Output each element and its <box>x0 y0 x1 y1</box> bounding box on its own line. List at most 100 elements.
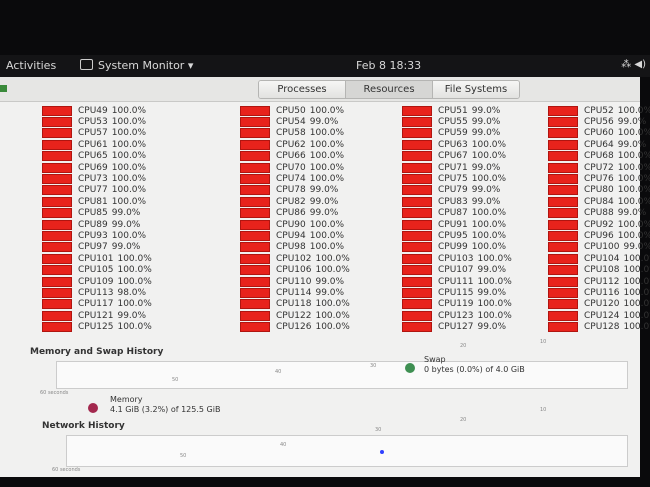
cpu-color-swatch[interactable] <box>402 105 432 116</box>
cpu-color-swatch[interactable] <box>42 276 72 287</box>
cpu-color-swatch[interactable] <box>548 287 578 298</box>
cpu-color-swatch[interactable] <box>548 242 578 253</box>
cpu-color-swatch[interactable] <box>240 128 270 139</box>
cpu-color-swatch[interactable] <box>548 117 578 128</box>
cpu-color-swatch[interactable] <box>240 230 270 241</box>
memory-color-icon[interactable] <box>88 403 98 413</box>
cpu-label: CPU74 <box>276 174 306 185</box>
cpu-color-swatch[interactable] <box>42 185 72 196</box>
cpu-color-swatch[interactable] <box>402 287 432 298</box>
cpu-color-swatch[interactable] <box>548 208 578 219</box>
cpu-color-swatch[interactable] <box>548 230 578 241</box>
cpu-color-swatch[interactable] <box>42 174 72 185</box>
tab-file-systems[interactable]: File Systems <box>433 81 519 98</box>
cpu-color-swatch[interactable] <box>548 322 578 333</box>
cpu-color-swatch[interactable] <box>42 117 72 128</box>
cpu-color-swatch[interactable] <box>402 208 432 219</box>
cpu-color-swatch[interactable] <box>42 242 72 253</box>
cpu-color-swatch[interactable] <box>240 322 270 333</box>
cpu-color-swatch[interactable] <box>402 276 432 287</box>
cpu-color-swatch[interactable] <box>240 299 270 310</box>
cpu-color-swatch[interactable] <box>240 185 270 196</box>
cpu-color-swatch[interactable] <box>240 162 270 173</box>
cpu-color-swatch[interactable] <box>402 219 432 230</box>
cpu-usage-value: 100.0% <box>111 174 147 185</box>
cpu-color-swatch[interactable] <box>42 287 72 298</box>
cpu-color-swatch[interactable] <box>240 139 270 150</box>
cpu-color-swatch[interactable] <box>548 151 578 162</box>
cpu-color-swatch[interactable] <box>548 105 578 116</box>
system-tray-icons[interactable]: ⁂ ◀) <box>621 59 646 70</box>
cpu-usage-value: 100.0% <box>617 151 650 162</box>
cpu-color-swatch[interactable] <box>402 128 432 139</box>
cpu-color-swatch[interactable] <box>42 196 72 207</box>
cpu-color-swatch[interactable] <box>402 310 432 321</box>
cpu-color-swatch[interactable] <box>548 128 578 139</box>
cpu-color-swatch[interactable] <box>42 322 72 333</box>
cpu-color-swatch[interactable] <box>548 265 578 276</box>
cpu-color-swatch[interactable] <box>42 253 72 264</box>
cpu-color-swatch[interactable] <box>240 265 270 276</box>
cpu-color-swatch[interactable] <box>402 299 432 310</box>
cpu-color-swatch[interactable] <box>240 219 270 230</box>
cpu-color-swatch[interactable] <box>240 117 270 128</box>
cpu-color-swatch[interactable] <box>240 196 270 207</box>
cpu-label: CPU108 <box>584 265 620 276</box>
cpu-label: CPU94 <box>276 230 306 241</box>
cpu-color-swatch[interactable] <box>240 151 270 162</box>
cpu-color-swatch[interactable] <box>240 287 270 298</box>
cpu-color-swatch[interactable] <box>42 265 72 276</box>
cpu-color-swatch[interactable] <box>240 242 270 253</box>
cpu-color-swatch[interactable] <box>42 151 72 162</box>
cpu-color-swatch[interactable] <box>42 219 72 230</box>
cpu-color-swatch[interactable] <box>402 196 432 207</box>
cpu-color-swatch[interactable] <box>548 276 578 287</box>
app-menu[interactable]: System Monitor ▾ <box>80 59 193 72</box>
window-menu-icon[interactable] <box>0 85 7 92</box>
cpu-color-swatch[interactable] <box>548 139 578 150</box>
cpu-color-swatch[interactable] <box>402 322 432 333</box>
cpu-usage-value: 100.0% <box>477 299 512 310</box>
cpu-color-swatch[interactable] <box>402 253 432 264</box>
cpu-color-swatch[interactable] <box>240 105 270 116</box>
cpu-color-swatch[interactable] <box>42 310 72 321</box>
cpu-color-swatch[interactable] <box>42 162 72 173</box>
cpu-color-swatch[interactable] <box>402 185 432 196</box>
tab-processes[interactable]: Processes <box>259 81 346 98</box>
cpu-color-swatch[interactable] <box>42 139 72 150</box>
cpu-color-swatch[interactable] <box>402 162 432 173</box>
cpu-color-swatch[interactable] <box>548 174 578 185</box>
cpu-usage-value: 100.0% <box>617 174 650 185</box>
cpu-color-swatch[interactable] <box>548 310 578 321</box>
cpu-color-swatch[interactable] <box>240 310 270 321</box>
cpu-color-swatch[interactable] <box>240 174 270 185</box>
cpu-color-swatch[interactable] <box>402 242 432 253</box>
cpu-color-swatch[interactable] <box>402 139 432 150</box>
cpu-color-swatch[interactable] <box>548 219 578 230</box>
cpu-color-swatch[interactable] <box>42 208 72 219</box>
cpu-color-swatch[interactable] <box>42 105 72 116</box>
cpu-color-swatch[interactable] <box>402 265 432 276</box>
cpu-color-swatch[interactable] <box>42 230 72 241</box>
cpu-color-swatch[interactable] <box>240 253 270 264</box>
cpu-color-swatch[interactable] <box>240 276 270 287</box>
cpu-color-swatch[interactable] <box>548 196 578 207</box>
swap-color-icon[interactable] <box>405 363 415 373</box>
cpu-color-swatch[interactable] <box>548 185 578 196</box>
cpu-color-swatch[interactable] <box>42 299 72 310</box>
cpu-color-swatch[interactable] <box>548 162 578 173</box>
clock[interactable]: Feb 8 18:33 <box>356 59 422 72</box>
cpu-color-swatch[interactable] <box>548 299 578 310</box>
cpu-label: CPU88 <box>584 208 614 219</box>
cpu-color-swatch[interactable] <box>240 208 270 219</box>
cpu-color-swatch[interactable] <box>402 117 432 128</box>
cpu-color-swatch[interactable] <box>402 230 432 241</box>
network-tick: 10 <box>540 407 547 413</box>
activities-button[interactable]: Activities <box>6 59 57 72</box>
cpu-color-swatch[interactable] <box>402 174 432 185</box>
cpu-color-swatch[interactable] <box>548 253 578 264</box>
cpu-usage-value: 100.0% <box>117 276 152 287</box>
tab-resources[interactable]: Resources <box>346 81 433 98</box>
cpu-color-swatch[interactable] <box>402 151 432 162</box>
cpu-color-swatch[interactable] <box>42 128 72 139</box>
